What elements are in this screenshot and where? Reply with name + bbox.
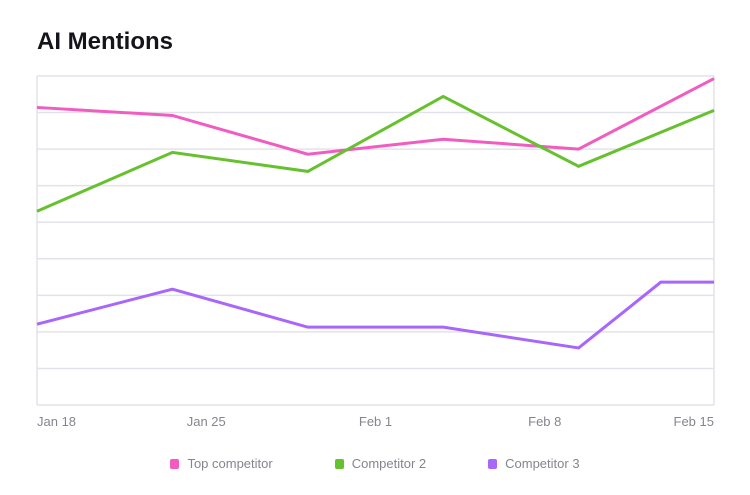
- x-tick-label: Feb 1: [359, 414, 392, 429]
- x-tick-label: Feb 8: [528, 414, 561, 429]
- x-tick-label: Feb 15: [674, 414, 714, 429]
- series-line-competitor-2: [36, 94, 715, 213]
- legend-item[interactable]: Competitor 3: [488, 456, 580, 471]
- legend-swatch-icon: [488, 458, 498, 469]
- chart-title: AI Mentions: [37, 28, 173, 55]
- legend-swatch-icon: [334, 458, 344, 469]
- legend: Top competitor Competitor 2 Competitor 3: [0, 456, 750, 471]
- legend-item[interactable]: Top competitor: [170, 456, 273, 471]
- legend-swatch-icon: [170, 458, 180, 469]
- legend-label: Top competitor: [187, 456, 273, 471]
- x-tick-label: Jan 18: [37, 414, 76, 429]
- legend-item[interactable]: Competitor 2: [334, 456, 427, 471]
- x-tick-label: Jan 25: [187, 414, 226, 429]
- series-line-competitor-3: [36, 280, 714, 350]
- series-line-top-competitor: [36, 77, 715, 156]
- legend-label: Competitor 2: [351, 456, 427, 471]
- legend-label: Competitor 3: [505, 456, 580, 471]
